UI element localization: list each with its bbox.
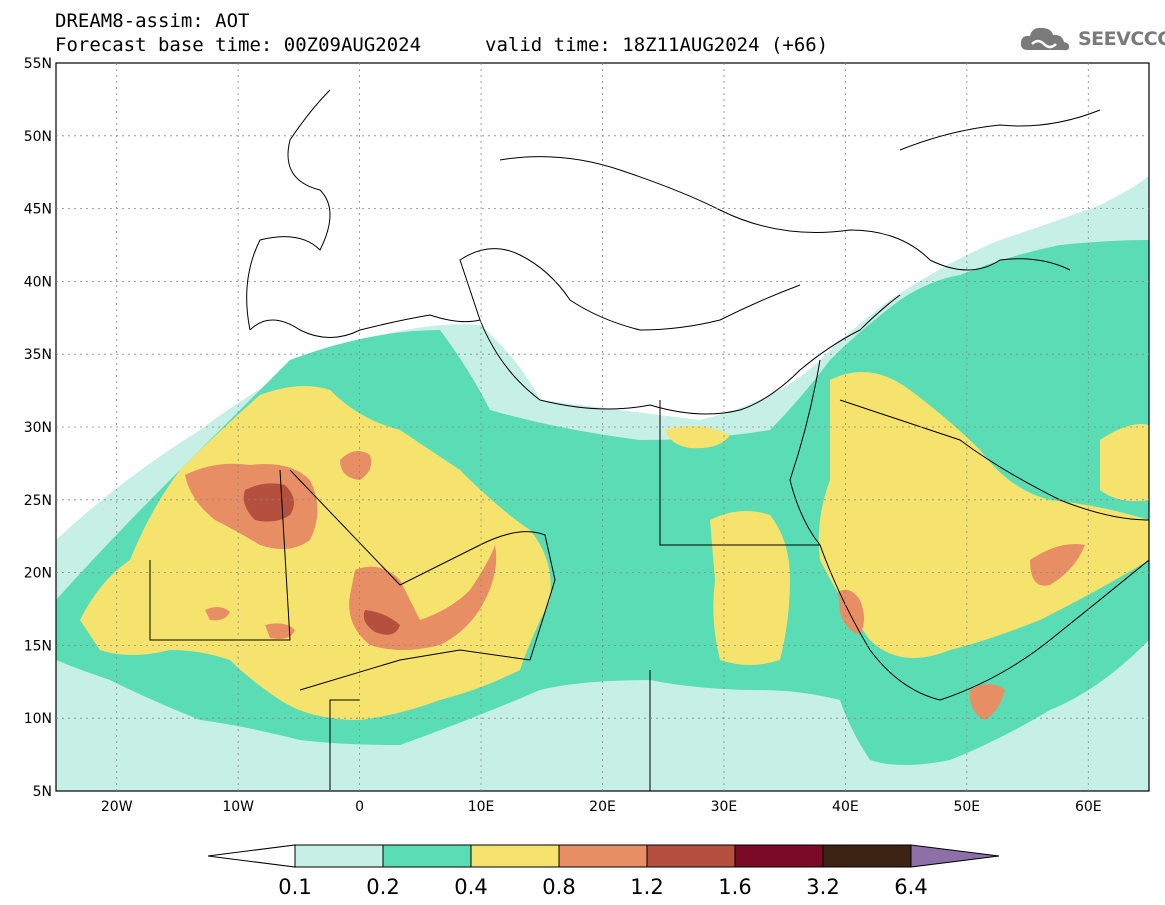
- aot-contour-red-2: [363, 610, 400, 635]
- map-title: DREAM8-assim: AOT: [55, 10, 250, 32]
- aot-contour-orange-6: [1030, 544, 1085, 586]
- colorbar-segment: [734, 844, 824, 868]
- lon-label: 50E: [953, 799, 980, 815]
- valid-time: valid time: 18Z11AUG2024 (+66): [485, 34, 829, 56]
- aot-contour-orange-5: [265, 623, 295, 639]
- lat-label: 45N: [24, 202, 52, 218]
- colorbar-label: 0.4: [454, 875, 487, 899]
- lat-label: 55N: [24, 56, 52, 72]
- longitude-labels: 20W 10W 0 10E 20E 30E 40E 50E 60E: [101, 799, 1102, 815]
- lat-label: 35N: [24, 347, 52, 363]
- colorbar-label: 0.1: [278, 875, 311, 899]
- lat-label: 5N: [33, 784, 52, 800]
- colorbar-label: 0.8: [542, 875, 575, 899]
- lat-label: 20N: [24, 566, 52, 582]
- coastlines: [149, 89, 1149, 791]
- colorbar-label: 1.2: [630, 875, 663, 899]
- aot-contour-orange-8: [969, 684, 1005, 720]
- aot-contour-orange-2: [340, 451, 372, 480]
- gridlines: [56, 63, 1149, 791]
- lon-label: 40E: [832, 799, 859, 815]
- logo-text: SEEVCCC: [1078, 28, 1165, 50]
- colorbar-min-arrow: [207, 844, 296, 868]
- aot-contour-yellow-libya: [665, 426, 730, 449]
- colorbar-segment: [558, 844, 648, 868]
- colorbar-label: 0.2: [366, 875, 399, 899]
- colorbar-segment: [382, 844, 472, 868]
- lon-label: 20W: [101, 799, 133, 815]
- lat-label: 50N: [24, 129, 52, 145]
- colorbar-segment: [294, 844, 384, 868]
- aot-contour-orange-4: [205, 606, 230, 621]
- lon-label: 20E: [589, 799, 616, 815]
- lon-label: 10E: [468, 799, 495, 815]
- colorbar-max-arrow: [910, 844, 1000, 868]
- aot-contour-yellow-iran: [1100, 424, 1149, 502]
- forecast-base-time: Forecast base time: 00Z09AUG2024: [55, 34, 422, 56]
- aot-contour-yellow-east: [710, 511, 790, 665]
- lon-label: 60E: [1075, 799, 1102, 815]
- aot-contour-orange-7: [838, 589, 864, 635]
- seevccc-logo: SEEVCCC: [1018, 22, 1165, 56]
- colorbar-label: 3.2: [806, 875, 839, 899]
- lat-label: 15N: [24, 638, 52, 654]
- aot-contour-yellow-arabia: [818, 372, 1149, 658]
- cloud-icon: [1020, 27, 1070, 51]
- colorbar-label: 1.6: [718, 875, 751, 899]
- colorbar-segment: [646, 844, 736, 868]
- lat-label: 25N: [24, 493, 52, 509]
- latitude-labels: 55N 50N 45N 40N 35N 30N 25N 20N 15N 10N 5N: [24, 56, 52, 800]
- lat-label: 40N: [24, 274, 52, 290]
- lat-label: 30N: [24, 420, 52, 436]
- lat-label: 10N: [24, 711, 52, 727]
- colorbar-segment: [470, 844, 560, 868]
- lon-label: 30E: [711, 799, 738, 815]
- colorbar-segment: [822, 844, 912, 868]
- lon-label: 0: [355, 799, 364, 815]
- colorbar-label: 6.4: [894, 875, 927, 899]
- lon-label: 10W: [222, 799, 254, 815]
